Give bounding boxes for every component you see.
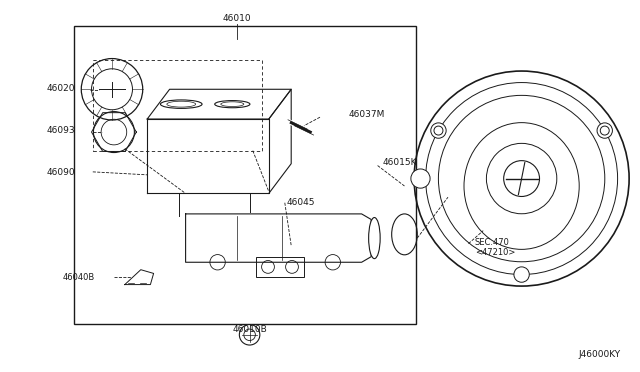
Text: 46040B: 46040B <box>63 273 95 282</box>
Ellipse shape <box>239 324 260 345</box>
Bar <box>74 26 416 324</box>
Bar <box>256 257 304 277</box>
Ellipse shape <box>597 123 612 138</box>
Text: 46090: 46090 <box>47 169 76 177</box>
Text: 46020: 46020 <box>47 84 76 93</box>
Text: 46045: 46045 <box>287 198 316 207</box>
Text: 46093: 46093 <box>47 126 76 135</box>
Text: SEC.470
<47210>: SEC.470 <47210> <box>475 238 515 257</box>
Ellipse shape <box>411 169 430 188</box>
Text: 46015K: 46015K <box>383 158 417 167</box>
Ellipse shape <box>514 267 529 282</box>
Bar <box>93 60 262 151</box>
Ellipse shape <box>369 218 380 259</box>
Text: J46000KY: J46000KY <box>579 350 621 359</box>
Ellipse shape <box>431 123 446 138</box>
Text: 46010B: 46010B <box>232 325 267 334</box>
Text: 46037M: 46037M <box>349 110 385 119</box>
Text: 46010: 46010 <box>223 14 251 23</box>
